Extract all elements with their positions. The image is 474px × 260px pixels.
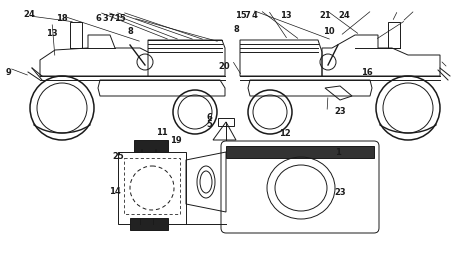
Bar [218,118,234,126]
Text: 9: 9 [6,68,11,77]
Text: 1: 1 [336,148,341,157]
Text: 10: 10 [323,27,335,36]
Text: 19: 19 [170,136,181,145]
Text: 15: 15 [235,11,246,20]
Text: 15: 15 [114,14,125,23]
Text: 13: 13 [46,29,58,38]
Text: 7: 7 [109,14,115,23]
Text: 24: 24 [338,11,350,20]
Bar [118,152,186,224]
Bar [226,146,374,158]
Text: 18: 18 [56,14,67,23]
Text: 23: 23 [335,107,346,116]
Text: 11: 11 [156,128,168,137]
Text: 16: 16 [361,68,373,77]
Text: 6: 6 [207,113,212,121]
Text: 8: 8 [233,25,239,34]
Text: 25: 25 [113,152,124,160]
Text: 14: 14 [109,187,120,196]
Text: 3: 3 [102,14,108,23]
Text: 5: 5 [207,120,212,129]
Bar [130,218,168,230]
Text: 8: 8 [128,27,133,36]
Text: 21: 21 [319,11,331,20]
Text: 24: 24 [24,10,35,19]
Bar [124,158,180,214]
Text: 6: 6 [96,14,101,23]
Bar [134,140,168,152]
Text: 13: 13 [281,11,292,20]
Text: 20: 20 [218,62,229,71]
Text: 4: 4 [251,11,257,20]
Text: 12: 12 [280,129,291,138]
Text: 23: 23 [335,188,346,197]
Text: 7: 7 [245,11,250,20]
